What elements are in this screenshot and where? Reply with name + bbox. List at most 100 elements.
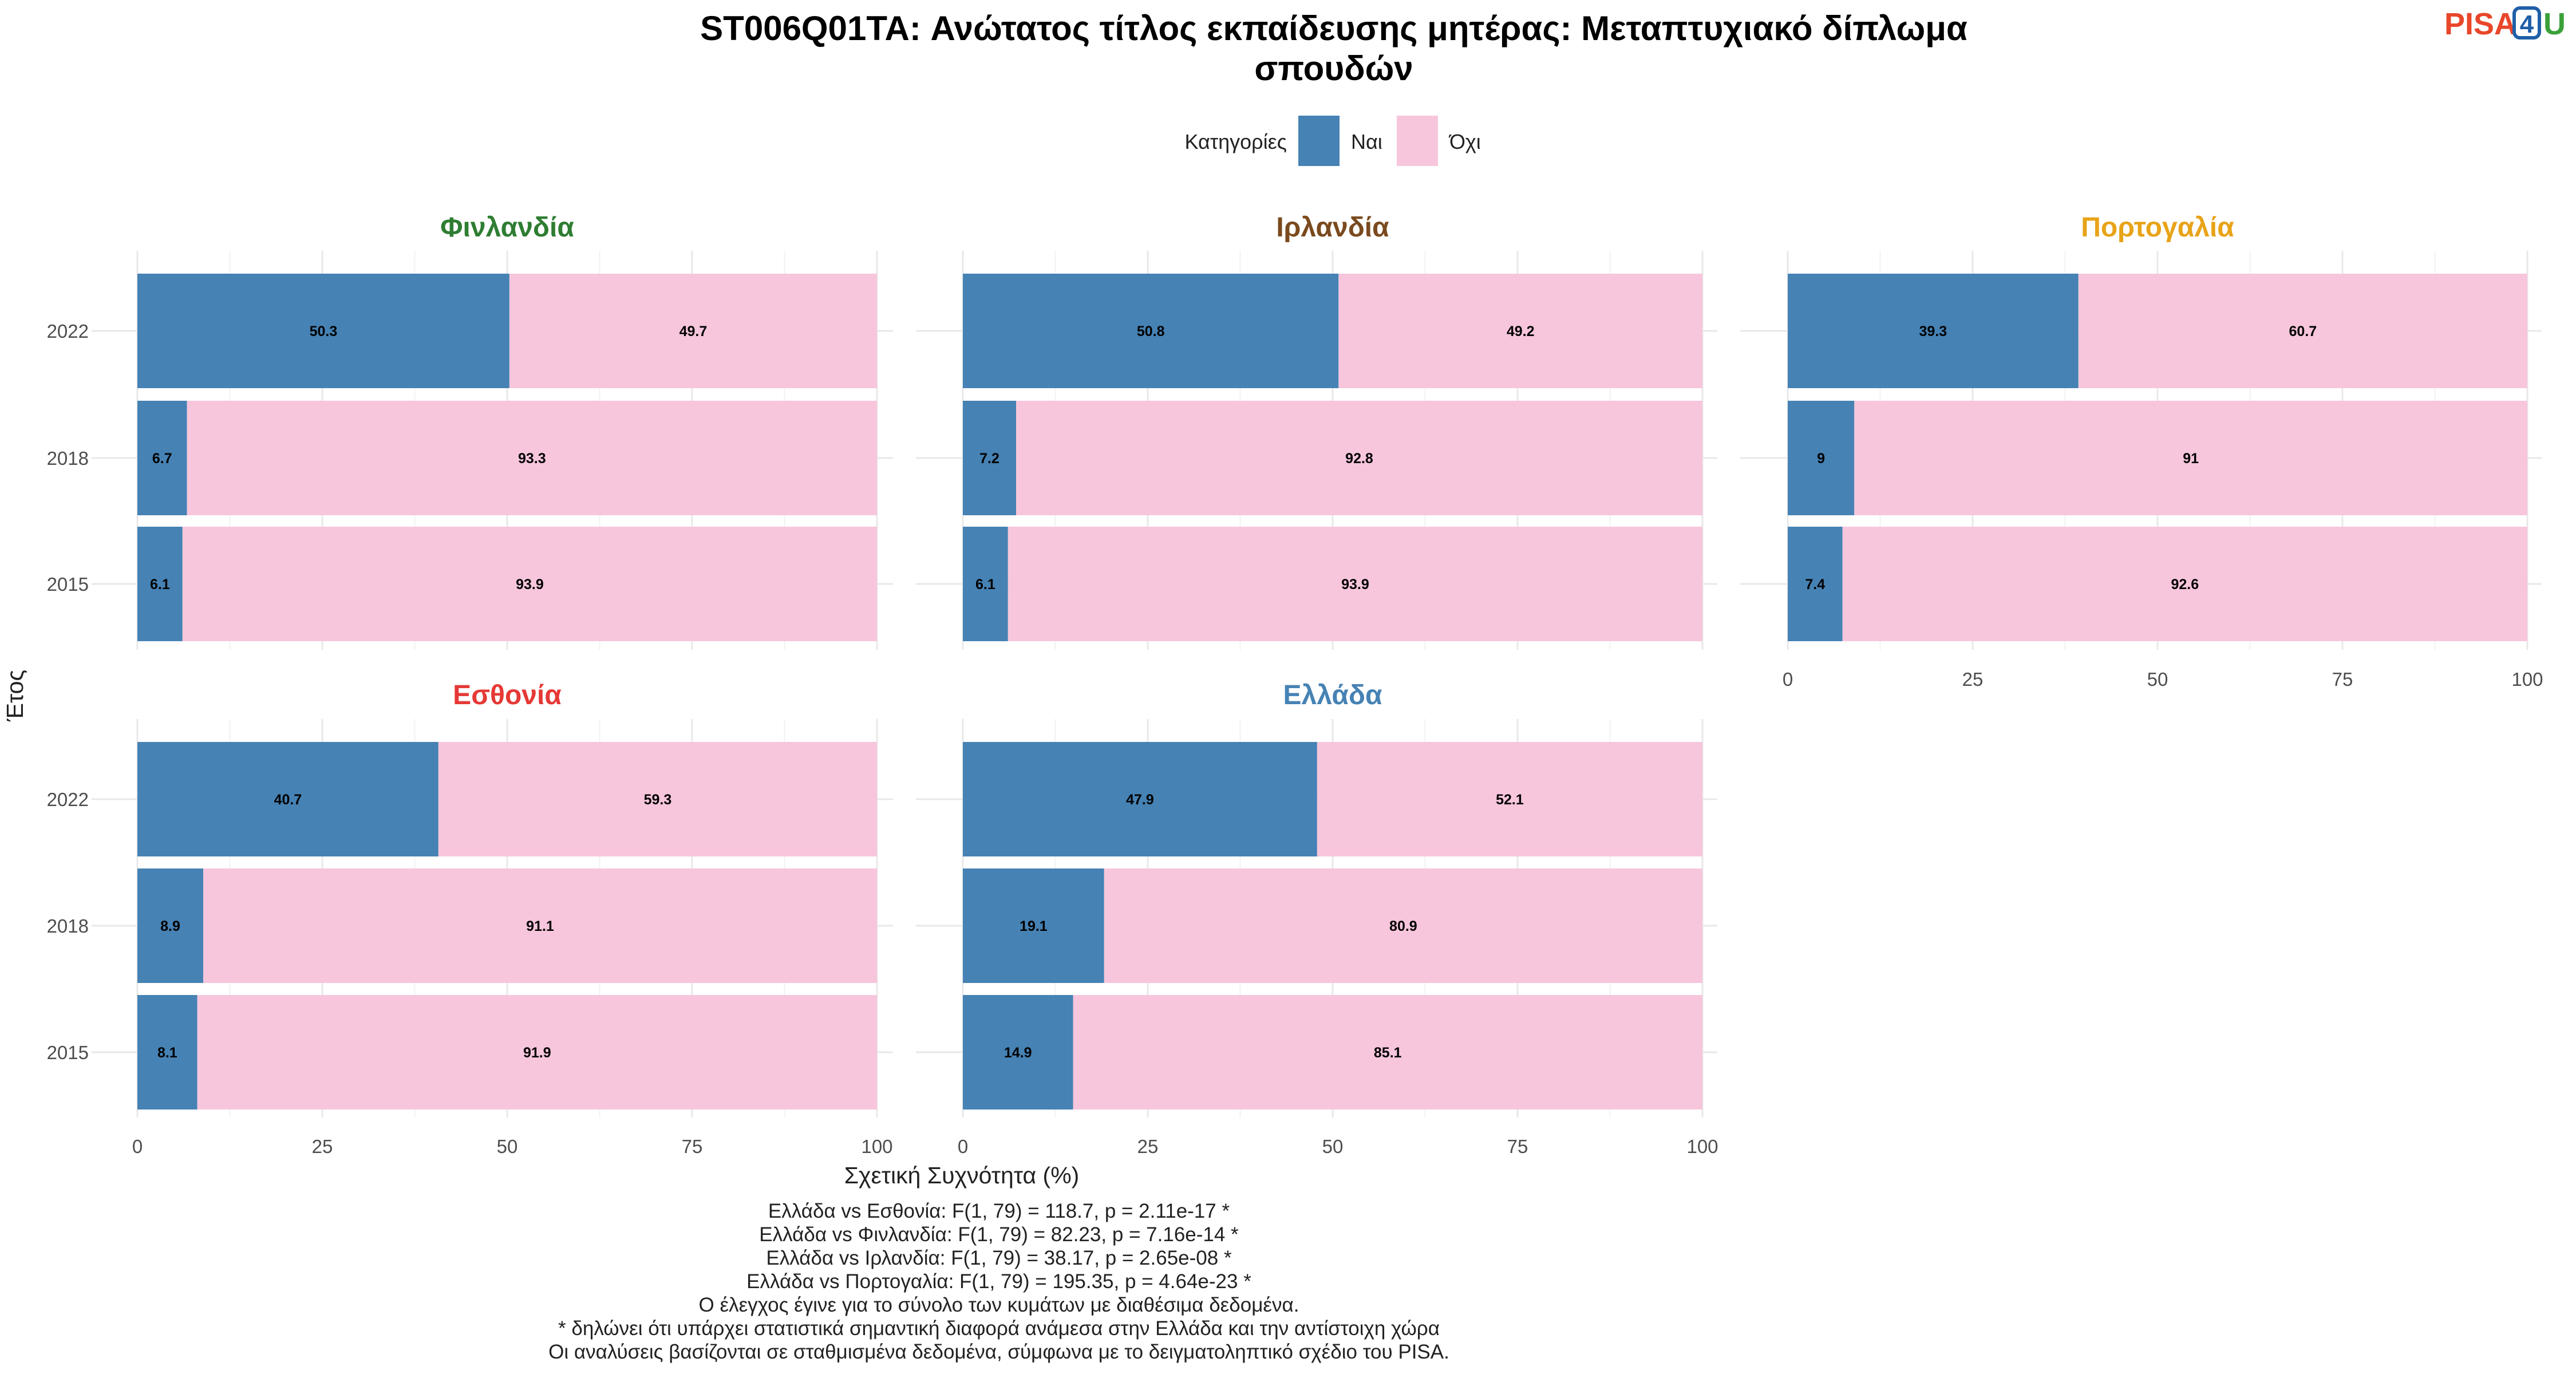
bar-ναι-2022 bbox=[1788, 274, 2079, 388]
panel-title: Πορτογαλία bbox=[2081, 212, 2234, 243]
legend-swatch-yes bbox=[1298, 116, 1340, 166]
bar-label-ναι-2018: 9 bbox=[1817, 451, 1825, 467]
legend-label-no: Όχι bbox=[1448, 130, 1481, 153]
x-tick-label: 25 bbox=[1137, 1136, 1159, 1157]
bar-label-όχι-2018: 91.1 bbox=[526, 918, 554, 934]
y-tick-label: 2022 bbox=[47, 321, 89, 342]
bar-όχι-2018 bbox=[1016, 401, 1702, 515]
x-tick-label: 100 bbox=[861, 1136, 892, 1157]
bar-ναι-2022 bbox=[137, 274, 509, 388]
bar-label-όχι-2022: 49.7 bbox=[679, 323, 708, 339]
panel-title: Εσθονία bbox=[453, 680, 562, 710]
panel-3: Πορτογαλία 39.3 60.7 9 91 7.4 92.6 0 25 50 75 100 bbox=[1740, 212, 2543, 690]
bar-όχι-2018 bbox=[187, 401, 878, 515]
y-tick-label: 2015 bbox=[47, 1042, 89, 1063]
bar-όχι-2022 bbox=[438, 742, 877, 856]
bar-όχι-2015 bbox=[1073, 995, 1702, 1110]
bar-ναι-2018 bbox=[963, 401, 1017, 515]
x-tick-label: 25 bbox=[1962, 669, 1984, 690]
bar-label-ναι-2022: 40.7 bbox=[274, 792, 302, 808]
caption: Ελλάδα vs Εσθονία: F(1, 79) = 118.7, p =… bbox=[548, 1200, 1449, 1363]
bar-ναι-2018 bbox=[137, 868, 203, 983]
x-tick-label: 50 bbox=[497, 1136, 518, 1157]
bar-label-όχι-2018: 91 bbox=[2183, 451, 2199, 467]
bar-label-όχι-2022: 59.3 bbox=[644, 792, 672, 808]
bar-όχι-2015 bbox=[1842, 527, 2527, 641]
bar-label-όχι-2015: 85.1 bbox=[1374, 1045, 1402, 1061]
bar-όχι-2018 bbox=[203, 868, 877, 983]
bar-όχι-2015 bbox=[1008, 527, 1702, 641]
y-tick-label: 2018 bbox=[47, 448, 89, 469]
pisa4u-logo: PISA 4 U bbox=[2444, 6, 2566, 41]
bar-label-όχι-2018: 80.9 bbox=[1389, 918, 1417, 934]
bar-ναι-2018 bbox=[963, 868, 1104, 983]
bar-label-ναι-2022: 39.3 bbox=[1919, 323, 1947, 339]
legend: Κατηγορίες Ναι Όχι bbox=[1184, 116, 1481, 166]
x-tick-label: 100 bbox=[1686, 1136, 1718, 1157]
bar-όχι-2022 bbox=[2078, 274, 2527, 388]
bar-ναι-2015 bbox=[137, 995, 197, 1110]
bar-label-ναι-2018: 8.9 bbox=[160, 918, 180, 934]
bar-ναι-2015 bbox=[963, 527, 1008, 641]
caption-line-3: Ελλάδα vs Ιρλανδία: F(1, 79) = 38.17, p … bbox=[766, 1247, 1232, 1269]
y-axis-title: Έτος bbox=[2, 670, 28, 722]
x-tick-label: 50 bbox=[1322, 1136, 1344, 1157]
y-tick-label: 2022 bbox=[47, 789, 89, 810]
bar-label-ναι-2015: 6.1 bbox=[975, 577, 995, 593]
bar-label-όχι-2015: 91.9 bbox=[523, 1045, 551, 1061]
caption-line-2: Ελλάδα vs Φινλανδία: F(1, 79) = 82.23, p… bbox=[759, 1223, 1239, 1246]
x-axis-title: Σχετική Συχνότητα (%) bbox=[844, 1162, 1080, 1189]
bar-label-ναι-2018: 19.1 bbox=[1020, 918, 1048, 934]
bar-ναι-2015 bbox=[1788, 527, 1843, 641]
y-tick-label: 2018 bbox=[47, 915, 89, 937]
bar-label-ναι-2015: 14.9 bbox=[1004, 1045, 1032, 1061]
legend-swatch-no bbox=[1397, 116, 1438, 166]
bar-ναι-2015 bbox=[137, 527, 183, 641]
bar-label-όχι-2018: 93.3 bbox=[518, 451, 546, 467]
bar-ναι-2018 bbox=[1788, 401, 1855, 515]
bar-label-όχι-2022: 52.1 bbox=[1496, 792, 1524, 808]
bar-label-ναι-2015: 7.4 bbox=[1805, 577, 1825, 593]
bar-label-ναι-2015: 6.1 bbox=[150, 577, 170, 593]
panel-title: Ελλάδα bbox=[1283, 680, 1382, 710]
bar-label-όχι-2015: 93.9 bbox=[1341, 577, 1369, 593]
legend-label-yes: Ναι bbox=[1351, 130, 1382, 153]
bar-ναι-2015 bbox=[963, 995, 1073, 1110]
bar-όχι-2022 bbox=[1317, 742, 1702, 856]
bar-label-ναι-2018: 7.2 bbox=[979, 451, 999, 467]
panel-1: Φινλανδία 50.3 49.7 2022 6.7 93.3 2018 6.1 93.9 2… bbox=[47, 212, 893, 650]
caption-line-6: * δηλώνει ότι υπάρχει στατιστικά σημαντι… bbox=[558, 1317, 1440, 1340]
bar-όχι-2018 bbox=[1854, 401, 2527, 515]
x-tick-label: 0 bbox=[132, 1136, 143, 1157]
bar-label-ναι-2015: 8.1 bbox=[157, 1045, 177, 1061]
bar-ναι-2022 bbox=[137, 742, 438, 856]
panels: Φινλανδία 50.3 49.7 2022 6.7 93.3 2018 6.1 93.9 2… bbox=[47, 212, 2543, 1157]
bar-label-ναι-2022: 50.3 bbox=[310, 323, 338, 339]
bar-label-όχι-2022: 49.2 bbox=[1507, 323, 1535, 339]
panel-4: Εσθονία 40.7 59.3 2022 8.9 91.1 2018 8.1 91.9 201… bbox=[47, 680, 893, 1157]
x-tick-label: 75 bbox=[2332, 669, 2353, 690]
x-tick-label: 0 bbox=[1783, 669, 1793, 690]
caption-line-7: Οι αναλύσεις βασίζονται σε σταθμισμένα δ… bbox=[548, 1341, 1449, 1363]
x-tick-label: 25 bbox=[312, 1136, 333, 1157]
panel-title: Ιρλανδία bbox=[1276, 212, 1389, 243]
y-tick-label: 2015 bbox=[47, 574, 89, 595]
caption-line-1: Ελλάδα vs Εσθονία: F(1, 79) = 118.7, p =… bbox=[768, 1200, 1230, 1222]
bar-label-όχι-2022: 60.7 bbox=[2289, 323, 2317, 339]
x-tick-label: 75 bbox=[1507, 1136, 1528, 1157]
logo-digit-box bbox=[2512, 6, 2541, 40]
panel-title: Φινλανδία bbox=[440, 212, 574, 243]
bar-label-ναι-2022: 50.8 bbox=[1137, 323, 1165, 339]
panel-5: Ελλάδα 47.9 52.1 19.1 80.9 14.9 85.1 0 25 50 75 100 bbox=[916, 680, 1718, 1157]
bar-όχι-2015 bbox=[182, 527, 877, 641]
logo-text-digit: 4 bbox=[2520, 10, 2534, 38]
x-tick-label: 100 bbox=[2511, 669, 2543, 690]
logo-text-pisa: PISA bbox=[2444, 7, 2516, 41]
bar-label-ναι-2018: 6.7 bbox=[152, 451, 172, 467]
chart-title-line-1: ST006Q01TA: Ανώτατος τίτλος εκπαίδευσης … bbox=[700, 9, 1967, 48]
bar-όχι-2022 bbox=[1338, 274, 1702, 388]
bar-label-ναι-2022: 47.9 bbox=[1126, 792, 1154, 808]
x-tick-label: 50 bbox=[2147, 669, 2168, 690]
panel-2: Ιρλανδία 50.8 49.2 7.2 92.8 6.1 93.9 bbox=[916, 212, 1717, 650]
